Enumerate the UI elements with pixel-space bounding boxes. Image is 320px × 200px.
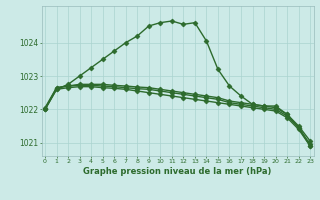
X-axis label: Graphe pression niveau de la mer (hPa): Graphe pression niveau de la mer (hPa) (84, 167, 272, 176)
